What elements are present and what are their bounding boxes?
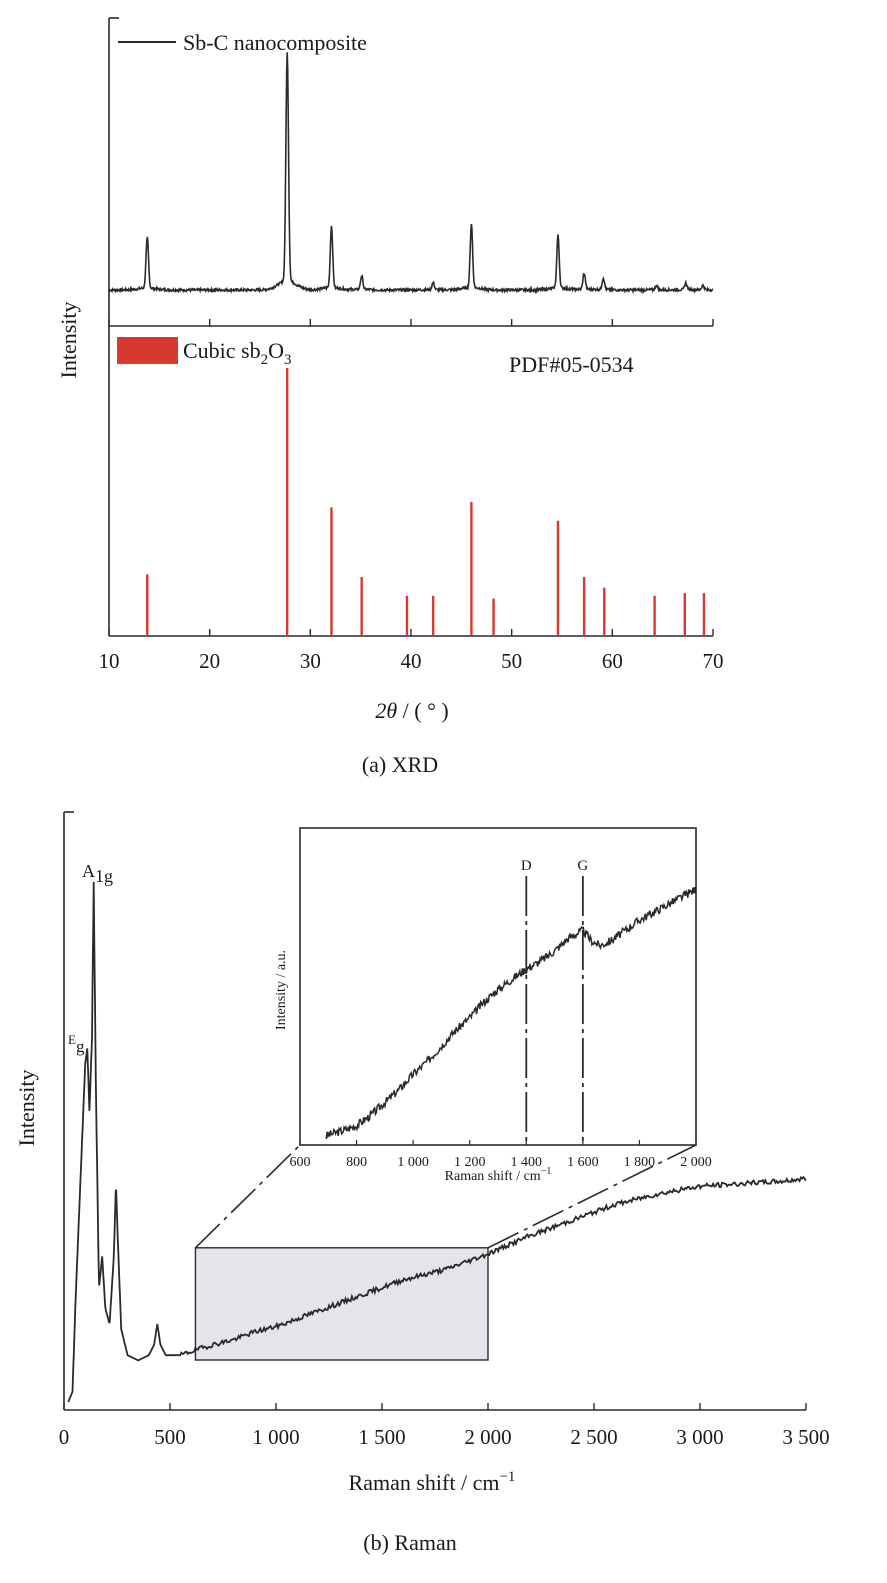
xrd-reference-label: Cubic sb2O3 <box>183 338 292 368</box>
inset-tick-labels: 600 800 1 000 1 200 1 400 1 600 1 800 2 000 <box>290 1155 712 1170</box>
inset-x-tick-label: 1 200 <box>454 1155 486 1170</box>
inset-x-tick-label: 1 600 <box>567 1155 599 1170</box>
xrd-x-tick-label: 20 <box>199 649 220 673</box>
raman-x-tick-label: 1 000 <box>252 1425 299 1449</box>
xrd-x-axis-label: 2θ / ( ° ) <box>375 698 448 723</box>
raman-x-tick-label: 2 500 <box>570 1425 617 1449</box>
raman-x-axis-label: Raman shift / cm−1 <box>349 1469 516 1495</box>
xrd-x-tick-label: 50 <box>501 649 522 673</box>
xrd-axes <box>108 17 714 637</box>
raman-x-tick-label: 3 000 <box>676 1425 723 1449</box>
raman-zoom-box <box>194 1247 489 1361</box>
raman-panel: 0 500 1 000 1 500 2 000 2 500 3 000 3 500 A1g E… <box>14 811 830 1555</box>
raman-x-tick-label: 2 000 <box>464 1425 511 1449</box>
raman-axes <box>63 811 807 1411</box>
inset-x-tick-label: 1 000 <box>397 1155 429 1170</box>
zoom-connector-left <box>194 1144 301 1249</box>
zoom-connector-right <box>487 1144 697 1249</box>
raman-panel-caption: (b) Raman <box>363 1530 456 1555</box>
raman-x-tick-label: 1 500 <box>358 1425 405 1449</box>
xrd-x-tick-label: 70 <box>703 649 724 673</box>
xrd-x-tick-label: 30 <box>300 649 321 673</box>
xrd-series-line <box>108 52 714 295</box>
xrd-x-tick-label: 40 <box>401 649 422 673</box>
xrd-reference-card: PDF#05-0534 <box>509 352 634 377</box>
xrd-x-tick-label: 10 <box>99 649 120 673</box>
raman-x-tick-label: 500 <box>154 1425 186 1449</box>
inset-x-tick-label: 600 <box>290 1155 311 1170</box>
raman-series-line <box>67 881 807 1403</box>
raman-x-tick-label: 0 <box>59 1425 70 1449</box>
inset-x-axis-label: Raman shift / cm−1 <box>445 1166 552 1184</box>
raman-tick-labels: 0 500 1 000 1 500 2 000 2 500 3 000 3 500 <box>59 1425 830 1449</box>
inset-x-tick-label: 2 000 <box>680 1155 712 1170</box>
inset-x-tick-label: 1 400 <box>511 1155 543 1170</box>
xrd-panel-caption: (a) XRD <box>362 752 438 777</box>
inset-band-label-g: G <box>577 858 588 874</box>
raman-peak-label-eg: Eg <box>68 1032 85 1056</box>
inset-x-tick-label: 1 800 <box>624 1155 656 1170</box>
inset-x-tick-label: 800 <box>346 1155 367 1170</box>
xrd-legend-label: Sb-C nanocomposite <box>183 30 367 55</box>
inset-frame <box>299 827 697 1146</box>
raman-y-axis-label: Intensity <box>14 1070 39 1147</box>
inset-series-line <box>325 886 697 1140</box>
xrd-y-axis-label: Intensity <box>56 302 81 379</box>
xrd-tick-labels: 10 20 30 40 50 60 70 <box>99 649 724 673</box>
raman-peak-label-a1g: A1g <box>82 861 113 886</box>
raman-zoom-connectors <box>194 1144 697 1249</box>
xrd-panel: 10 20 30 40 50 60 70 Sb-C nanocomposite Cubic … <box>56 17 724 777</box>
xrd-reference-lines <box>146 368 706 636</box>
inset-y-axis-label: Intensity / a.u. <box>274 950 289 1030</box>
inset-band-label-d: D <box>521 858 532 874</box>
xrd-reference-swatch <box>117 337 178 364</box>
raman-x-tick-label: 3 500 <box>782 1425 829 1449</box>
xrd-x-tick-label: 60 <box>602 649 623 673</box>
